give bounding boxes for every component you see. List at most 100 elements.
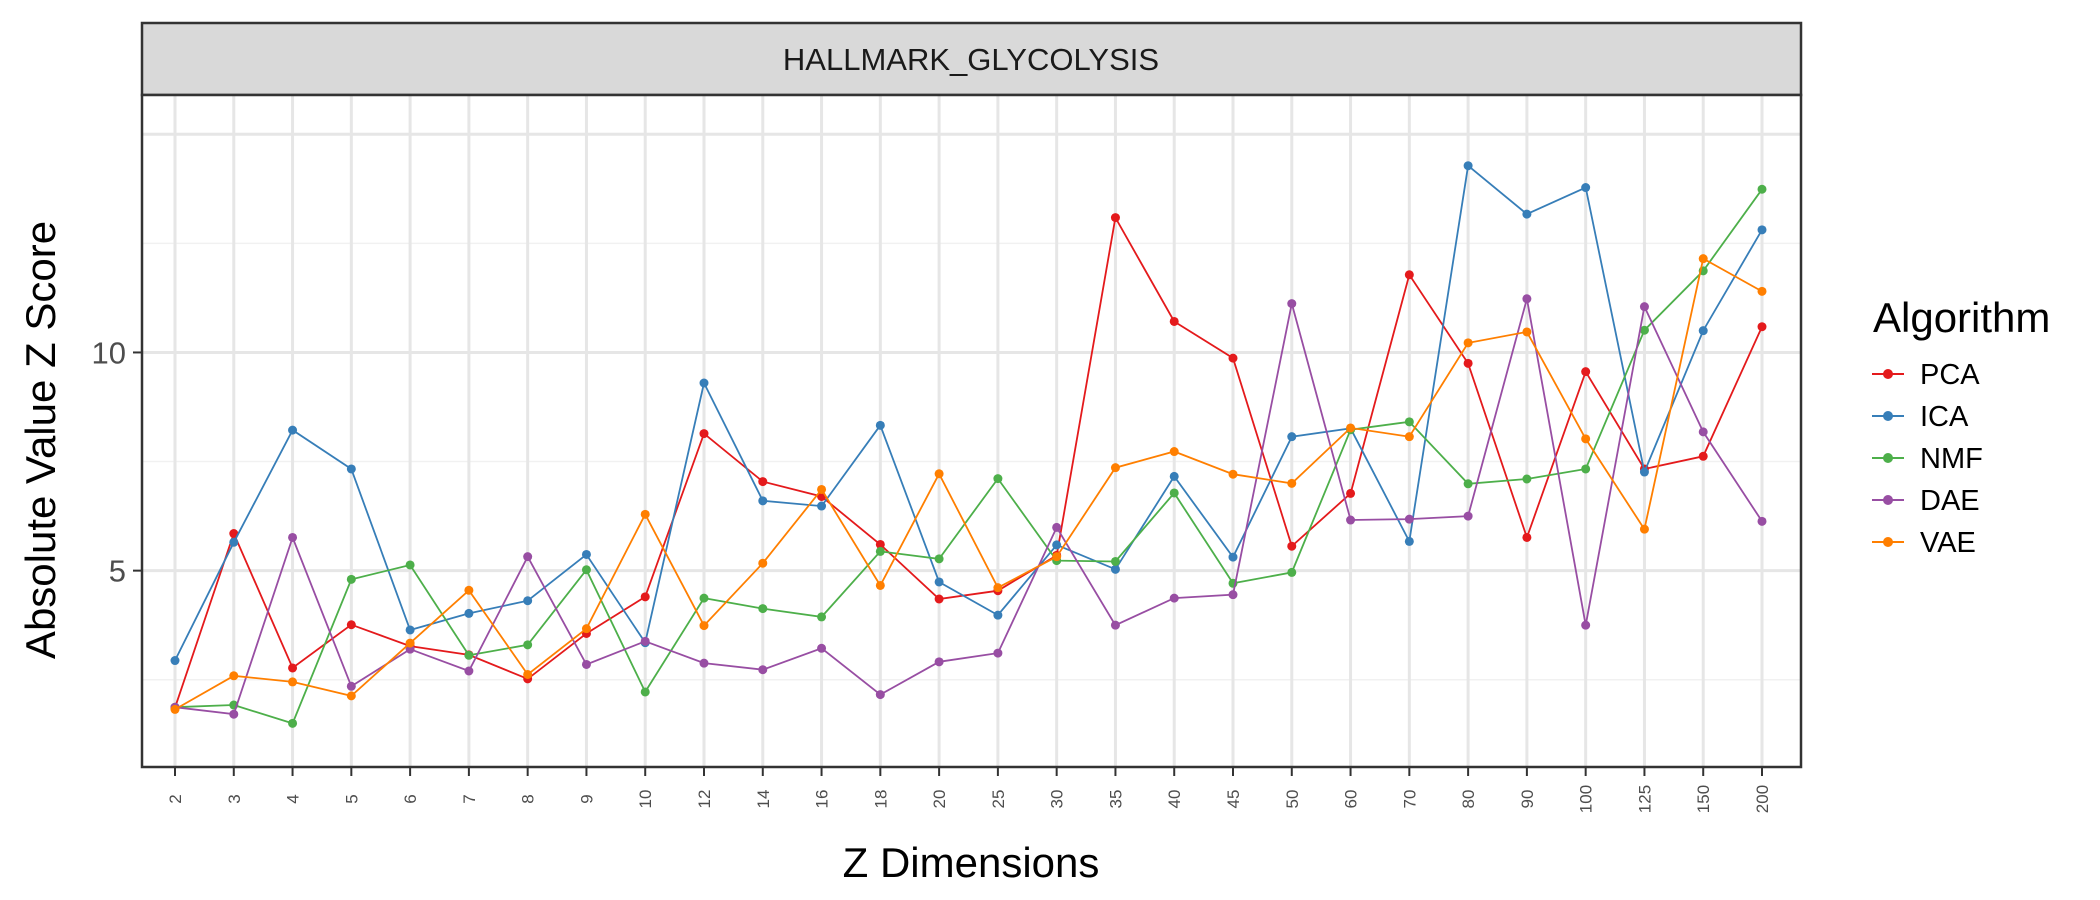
series-line — [174, 214, 1763, 708]
x-tick-label: 12 — [695, 790, 714, 809]
legend-title: Algorithm — [1873, 294, 2050, 341]
x-tick-label: 5 — [342, 794, 361, 803]
data-point — [1698, 451, 1708, 461]
data-point — [1228, 552, 1238, 562]
data-point — [1287, 478, 1297, 488]
data-point — [758, 665, 768, 675]
data-point — [817, 643, 827, 653]
data-point — [1228, 469, 1238, 479]
data-point — [1522, 294, 1532, 304]
data-point — [581, 659, 591, 669]
data-point — [1522, 209, 1532, 219]
plot-frame — [140, 93, 1803, 769]
legend-swatch-dot — [1883, 537, 1893, 547]
data-point — [758, 604, 768, 614]
data-point — [1581, 620, 1591, 630]
data-point — [229, 709, 239, 719]
x-tick-label: 16 — [813, 790, 832, 809]
data-point — [1463, 338, 1473, 348]
data-point — [405, 638, 415, 648]
series-ica — [170, 161, 1767, 666]
legend-swatch-dot — [1883, 369, 1893, 379]
data-point — [346, 681, 356, 691]
data-point — [581, 549, 591, 559]
data-point — [229, 537, 239, 547]
data-point — [1581, 183, 1591, 193]
data-point — [1169, 447, 1179, 457]
data-point — [464, 666, 474, 676]
data-point — [288, 425, 298, 435]
strip-header: HALLMARK_GLYCOLYSIS — [140, 21, 1803, 97]
x-tick-label: 125 — [1635, 785, 1654, 813]
legend-label: PCA — [1920, 359, 1980, 391]
data-point — [758, 558, 768, 568]
data-point — [346, 464, 356, 474]
data-point — [699, 378, 709, 388]
x-tick-label: 40 — [1165, 790, 1184, 809]
data-point — [1757, 516, 1767, 526]
data-point — [1287, 541, 1297, 551]
data-point — [1639, 467, 1649, 477]
series-dae — [170, 294, 1767, 719]
data-point — [699, 429, 709, 439]
data-point — [1463, 358, 1473, 368]
x-tick-label: 14 — [754, 790, 773, 809]
data-point — [1404, 432, 1414, 442]
legend-swatch-dot — [1883, 495, 1893, 505]
data-point — [464, 650, 474, 660]
data-point — [1228, 590, 1238, 600]
data-point — [1581, 464, 1591, 474]
legend-item-dae: DAE — [1872, 485, 1980, 517]
x-tick-label: 70 — [1400, 790, 1419, 809]
data-point — [1169, 593, 1179, 603]
x-tick-label: 30 — [1048, 790, 1067, 809]
data-point — [1287, 299, 1297, 309]
series-line — [174, 164, 1763, 661]
x-tick-label: 8 — [519, 794, 538, 803]
x-tick-label: 35 — [1106, 790, 1125, 809]
data-point — [1757, 286, 1767, 296]
plot-background — [142, 95, 1801, 767]
data-point — [1463, 161, 1473, 171]
data-point — [581, 565, 591, 575]
data-point — [875, 420, 885, 430]
data-point — [1169, 316, 1179, 326]
data-point — [875, 580, 885, 590]
x-tick-label: 3 — [225, 794, 244, 803]
data-point — [1110, 463, 1120, 473]
data-point — [346, 620, 356, 630]
data-point — [1110, 564, 1120, 574]
data-point — [1110, 213, 1120, 223]
data-point — [1757, 225, 1767, 235]
legend-label: ICA — [1920, 401, 1969, 433]
series-layer — [170, 161, 1767, 728]
data-point — [875, 539, 885, 549]
data-point — [346, 574, 356, 584]
data-point — [758, 477, 768, 487]
data-point — [405, 625, 415, 635]
legend-label: DAE — [1920, 485, 1980, 517]
data-point — [1522, 327, 1532, 337]
data-point — [640, 592, 650, 602]
data-point — [1346, 423, 1356, 433]
data-point — [170, 656, 180, 666]
x-tick-label: 4 — [284, 794, 303, 803]
data-point — [640, 687, 650, 697]
data-point — [875, 690, 885, 700]
data-point — [934, 594, 944, 604]
data-point — [1522, 532, 1532, 542]
series-line — [174, 298, 1763, 716]
data-point — [1522, 474, 1532, 484]
data-point — [875, 546, 885, 556]
y-tick-label: 5 — [109, 554, 126, 589]
x-axis: 2 3 4 5 6 7 8 9 10 12 14 16 18 20 25 30 35 40 45 50 60 70 80 90… — [166, 767, 1772, 813]
data-point — [993, 583, 1003, 593]
data-point — [817, 484, 827, 494]
data-point — [640, 636, 650, 646]
legend-swatch-dot — [1883, 411, 1893, 421]
data-point — [993, 610, 1003, 620]
data-point — [640, 509, 650, 519]
data-point — [1404, 514, 1414, 524]
legend-label: NMF — [1920, 443, 1983, 475]
data-point — [1346, 488, 1356, 498]
